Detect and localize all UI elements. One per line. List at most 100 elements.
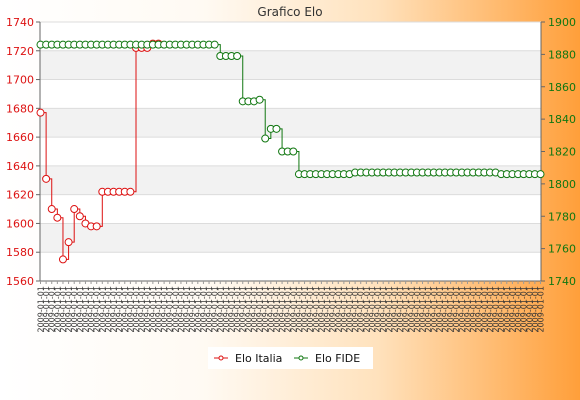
legend-swatch-marker (298, 355, 304, 361)
x-tick-label: 2009-01-01 (166, 286, 175, 333)
data-point (42, 174, 51, 183)
x-tick-label: 2009-01-01 (469, 286, 478, 333)
x-tick-label: 2009-01-01 (537, 286, 546, 333)
x-axis-ticks: 2009-01-012009-01-012009-01-012009-01-01… (37, 281, 546, 333)
x-tick-label: 2009-01-01 (37, 286, 46, 333)
data-point (536, 170, 545, 179)
x-tick-label: 2009-01-01 (42, 286, 51, 333)
data-point (58, 255, 67, 264)
x-tick-label: 2009-01-01 (138, 286, 147, 333)
x-tick-label: 2009-01-01 (295, 286, 304, 333)
x-tick-label: 2009-01-01 (222, 286, 231, 333)
x-tick-label: 2009-01-01 (160, 286, 169, 333)
x-tick-label: 2009-01-01 (390, 286, 399, 333)
legend-item-elo-italia: Elo Italia (214, 352, 282, 365)
x-tick-label: 2009-01-01 (53, 286, 62, 333)
left-tick-label: 1740 (6, 16, 34, 29)
x-tick-label: 2009-01-01 (278, 286, 287, 333)
legend-swatch-marker (218, 355, 224, 361)
data-point (53, 213, 62, 222)
left-tick-label: 1580 (6, 246, 34, 259)
right-tick-label: 1740 (548, 275, 576, 288)
left-tick-label: 1700 (6, 74, 34, 87)
data-point (255, 95, 264, 104)
x-tick-label: 2009-01-01 (334, 286, 343, 333)
x-tick-label: 2009-01-01 (261, 286, 270, 333)
x-tick-label: 2009-01-01 (463, 286, 472, 333)
x-tick-label: 2009-01-01 (329, 286, 338, 333)
x-tick-label: 2009-01-01 (424, 286, 433, 333)
x-tick-label: 2009-01-01 (379, 286, 388, 333)
x-tick-label: 2009-01-01 (211, 286, 220, 333)
right-tick-label: 1900 (548, 16, 576, 29)
x-tick-label: 2009-01-01 (345, 286, 354, 333)
left-tick-label: 1620 (6, 189, 34, 202)
x-tick-label: 2009-01-01 (480, 286, 489, 333)
x-tick-label: 2009-01-01 (65, 286, 74, 333)
x-tick-label: 2009-01-01 (121, 286, 130, 333)
left-tick-label: 1640 (6, 160, 34, 173)
left-tick-label: 1680 (6, 102, 34, 115)
x-tick-label: 2009-01-01 (458, 286, 467, 333)
x-tick-label: 2009-01-01 (396, 286, 405, 333)
x-tick-label: 2009-01-01 (492, 286, 501, 333)
data-point (36, 108, 45, 117)
right-tick-label: 1760 (548, 243, 576, 256)
x-tick-label: 2009-01-01 (48, 286, 57, 333)
x-tick-label: 2009-01-01 (98, 286, 107, 333)
x-tick-label: 2009-01-01 (216, 286, 225, 333)
data-point (47, 205, 56, 214)
x-tick-label: 2009-01-01 (413, 286, 422, 333)
x-tick-label: 2009-01-01 (194, 286, 203, 333)
right-tick-label: 1820 (548, 146, 576, 159)
x-tick-label: 2009-01-01 (452, 286, 461, 333)
legend-label: Elo Italia (235, 352, 282, 365)
x-tick-label: 2009-01-01 (70, 286, 79, 333)
data-point (272, 124, 281, 133)
right-tick-label: 1880 (548, 48, 576, 61)
x-tick-label: 2009-01-01 (267, 286, 276, 333)
x-tick-label: 2009-01-01 (497, 286, 506, 333)
x-tick-label: 2009-01-01 (430, 286, 439, 333)
chart-title: Grafico Elo (257, 5, 322, 19)
x-tick-label: 2009-01-01 (154, 286, 163, 333)
x-tick-label: 2009-01-01 (407, 286, 416, 333)
right-tick-label: 1800 (548, 178, 576, 191)
x-tick-label: 2009-01-01 (525, 286, 534, 333)
x-tick-label: 2009-01-01 (374, 286, 383, 333)
x-tick-label: 2009-01-01 (93, 286, 102, 333)
x-tick-label: 2009-01-01 (199, 286, 208, 333)
x-tick-label: 2009-01-01 (110, 286, 119, 333)
x-tick-label: 2009-01-01 (289, 286, 298, 333)
x-tick-label: 2009-01-01 (402, 286, 411, 333)
x-tick-label: 2009-01-01 (362, 286, 371, 333)
x-tick-label: 2009-01-01 (59, 286, 68, 333)
data-point (92, 222, 101, 231)
x-tick-label: 2009-01-01 (441, 286, 450, 333)
legend-box (208, 347, 373, 369)
series-layer (36, 39, 545, 264)
x-tick-label: 2009-01-01 (177, 286, 186, 333)
x-tick-label: 2009-01-01 (508, 286, 517, 333)
x-tick-label: 2009-01-01 (520, 286, 529, 333)
x-tick-label: 2009-01-01 (272, 286, 281, 333)
x-tick-label: 2009-01-01 (368, 286, 377, 333)
x-tick-label: 2009-01-01 (351, 286, 360, 333)
x-tick-label: 2009-01-01 (104, 286, 113, 333)
right-tick-label: 1840 (548, 113, 576, 126)
grid-band (40, 108, 541, 138)
legend: Elo Italia Elo FIDE (208, 347, 373, 369)
x-tick-label: 2009-01-01 (205, 286, 214, 333)
data-point (289, 147, 298, 156)
x-tick-label: 2009-01-01 (340, 286, 349, 333)
left-axis-ticks: 1740 1720 1700 1680 1660 1640 1620 1600 1580 1560 (6, 16, 40, 288)
x-tick-label: 2009-01-01 (317, 286, 326, 333)
x-tick-label: 2009-01-01 (149, 286, 158, 333)
right-tick-label: 1780 (548, 210, 576, 223)
data-point (233, 51, 242, 60)
x-tick-label: 2009-01-01 (419, 286, 428, 333)
x-tick-label: 2009-01-01 (132, 286, 141, 333)
left-tick-label: 1600 (6, 217, 34, 230)
